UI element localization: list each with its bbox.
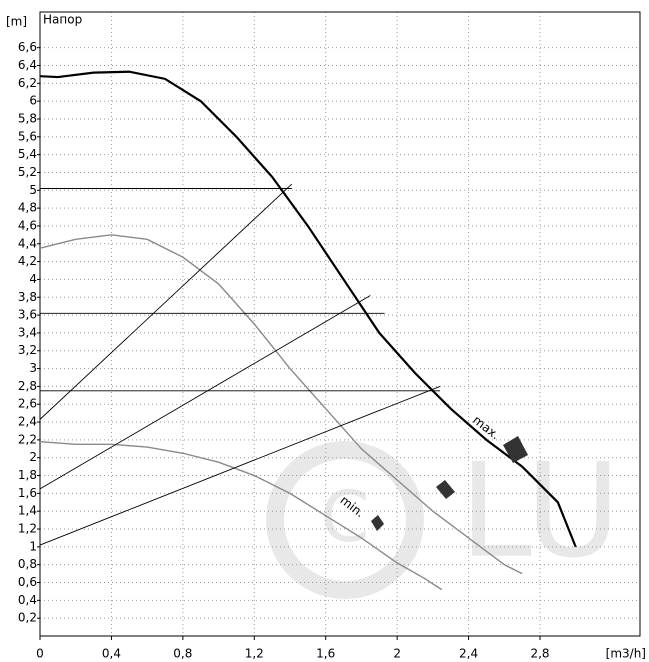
x-tick-label: 2,4 <box>459 647 478 661</box>
x-tick-label: 0,4 <box>102 647 121 661</box>
x-tick-label: 2 <box>393 647 401 661</box>
y-tick-label: 4,4 <box>18 236 37 250</box>
y-tick-label: 5,4 <box>18 147 37 161</box>
y-tick-label: 6 <box>29 94 37 108</box>
y-tick-label: 0,2 <box>18 611 37 625</box>
y-tick-label: 1 <box>29 539 37 553</box>
y-tick-label: 5,2 <box>18 165 37 179</box>
y-tick-label: 2 <box>29 450 37 464</box>
y-tick-label: 4,6 <box>18 218 37 232</box>
y-tick-label: 3,2 <box>18 343 37 357</box>
x-tick-label: 1,2 <box>245 647 264 661</box>
y-tick-label: 4 <box>29 272 37 286</box>
curve <box>39 183 293 420</box>
y-tick-label: 4,2 <box>18 254 37 268</box>
y-tick-label: 5,6 <box>18 129 37 143</box>
y-tick-label: 5,8 <box>18 111 37 125</box>
x-tick-label: 0 <box>36 647 44 661</box>
y-tick-label: 0,8 <box>18 557 37 571</box>
x-tick-label: 1,6 <box>316 647 335 661</box>
y-tick-label: 0,4 <box>18 593 37 607</box>
curve <box>39 295 371 490</box>
y-tick-label: 6,2 <box>18 76 37 90</box>
y-tick-label: 1,4 <box>18 504 37 518</box>
y-tick-label: 2,6 <box>18 397 37 411</box>
curve <box>39 234 523 575</box>
y-axis-label: [m] <box>6 15 27 29</box>
watermark: LU <box>459 435 620 587</box>
curve <box>39 440 443 591</box>
curve <box>39 385 441 546</box>
curve-marker <box>371 515 384 531</box>
x-tick-label: 2,8 <box>530 647 549 661</box>
curve-marker <box>436 480 455 499</box>
y-tick-label: 3,4 <box>18 325 37 339</box>
chart-title: Напор <box>43 13 82 27</box>
y-tick-label: 6,6 <box>18 40 37 54</box>
y-tick-label: 2,4 <box>18 415 37 429</box>
x-tick-label: 0,8 <box>173 647 192 661</box>
y-tick-label: 2,8 <box>18 379 37 393</box>
y-tick-label: 3 <box>29 361 37 375</box>
y-tick-label: 0,6 <box>18 575 37 589</box>
y-tick-label: 4,8 <box>18 201 37 215</box>
y-tick-label: 6,4 <box>18 58 37 72</box>
y-tick-label: 3,6 <box>18 308 37 322</box>
watermark-circle <box>266 441 424 599</box>
y-tick-label: 1,6 <box>18 486 37 500</box>
y-tick-label: 1,8 <box>18 468 37 482</box>
x-axis-label: [m3/h] <box>606 647 646 661</box>
curve <box>39 70 577 548</box>
y-tick-label: 3,8 <box>18 290 37 304</box>
curve-marker <box>503 436 528 463</box>
y-tick-label: 5 <box>29 183 37 197</box>
y-tick-label: 2,2 <box>18 432 37 446</box>
plot-frame <box>39 11 641 637</box>
y-tick-label: 1,2 <box>18 522 37 536</box>
